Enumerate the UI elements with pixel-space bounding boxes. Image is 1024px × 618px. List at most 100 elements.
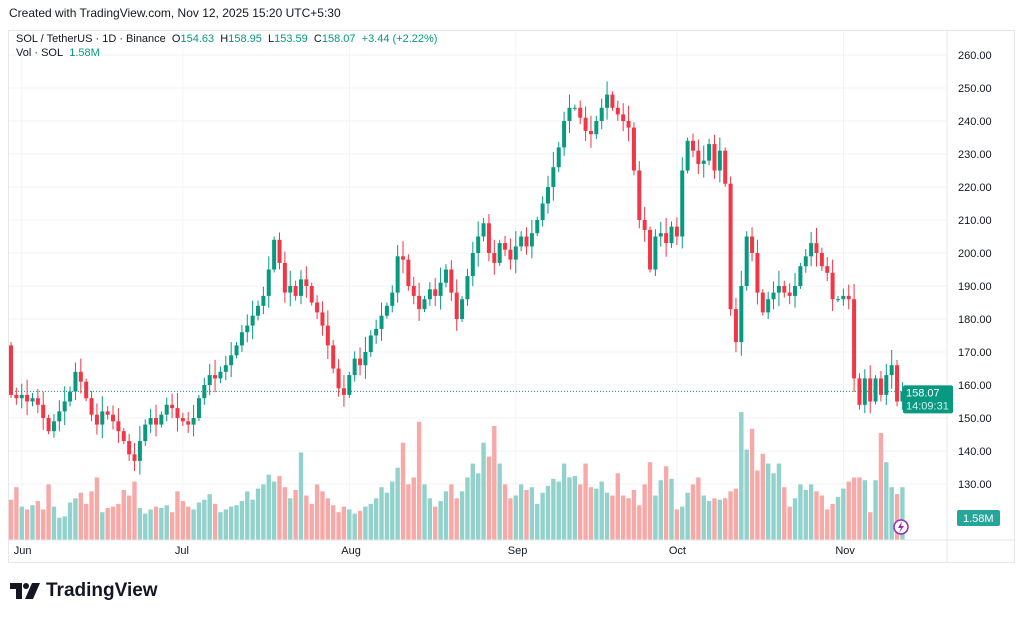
volume-label[interactable]: Vol · SOL [16, 47, 64, 59]
candle-body [390, 292, 395, 306]
volume-bar [293, 489, 298, 540]
candle-body [427, 289, 432, 300]
candle-body [508, 249, 513, 260]
x-tick-label: Aug [341, 545, 361, 557]
volume-bar [143, 513, 148, 540]
candle [701, 145, 706, 178]
lightning-icon[interactable] [893, 519, 909, 535]
candle-body [540, 203, 545, 220]
candle-body [895, 365, 900, 402]
candle [196, 394, 201, 421]
candle [207, 363, 212, 396]
candle-body [341, 388, 346, 395]
candle-body [546, 187, 550, 204]
volume-bar [121, 489, 126, 540]
candle-body [658, 233, 663, 237]
candle [529, 220, 534, 259]
candle-body [610, 94, 615, 108]
candle-body [793, 286, 798, 296]
candle [422, 295, 427, 313]
candle-body [175, 408, 180, 418]
candle [653, 229, 658, 277]
y-tick-label: 240.00 [958, 116, 992, 128]
volume-bar [282, 487, 288, 540]
candle-body [648, 229, 653, 270]
candle [572, 104, 577, 111]
volume-bar [379, 487, 384, 540]
candle-body [733, 309, 738, 343]
price-badge-price: 158.07 [906, 387, 940, 399]
chart-frame [8, 30, 1015, 563]
x-tick-label: Jul [175, 545, 189, 557]
candle-body [363, 352, 368, 366]
volume-bar [481, 442, 486, 540]
candle [288, 270, 293, 307]
volume-bar [470, 463, 476, 540]
volume-bar [508, 498, 513, 540]
volume-bar [191, 509, 196, 540]
candle [583, 106, 588, 141]
volume-bar [647, 462, 653, 540]
high-value: 158.95 [228, 33, 262, 45]
candle [443, 264, 448, 288]
candle [884, 363, 889, 405]
candle [320, 301, 325, 336]
candle [153, 404, 158, 437]
volume-bar [819, 495, 825, 540]
candle [540, 196, 545, 227]
candle-body [304, 279, 309, 286]
candle-body [433, 289, 438, 296]
candle-body [707, 144, 712, 161]
volume-bar [19, 506, 24, 540]
candle [567, 94, 572, 133]
candle-body [465, 276, 470, 300]
volume-bar [169, 512, 175, 540]
volume-bar [24, 509, 30, 540]
candle [712, 134, 717, 179]
candle-body [814, 243, 819, 253]
y-tick-label: 160.00 [958, 380, 992, 392]
volume-bar [250, 499, 255, 540]
candle-body [819, 253, 824, 267]
candle-body [180, 418, 185, 422]
candle-body [417, 295, 422, 310]
candle [433, 278, 438, 306]
candle [793, 272, 798, 308]
candle [648, 226, 653, 273]
symbol-label[interactable]: SOL / TetherUS · 1D · Binance [16, 33, 166, 45]
volume-bar [808, 484, 814, 540]
volume-bar [556, 481, 561, 540]
candle-body [68, 391, 73, 402]
candle [519, 231, 524, 252]
candle [19, 383, 24, 409]
volume-bar [723, 498, 728, 540]
x-tick-label: Sep [508, 545, 528, 557]
close-value: 158.07 [321, 33, 356, 45]
candle-body [787, 292, 792, 296]
candle [277, 232, 282, 270]
candle-body [454, 292, 459, 319]
candle [363, 336, 368, 379]
volume-bar [567, 477, 572, 540]
volume-bar [454, 498, 459, 540]
candle-body [830, 272, 835, 300]
candle-body [347, 375, 352, 395]
candle-body [599, 107, 604, 121]
price-badge-countdown: 14:09:31 [906, 400, 949, 412]
volume-bar [411, 477, 416, 540]
volume-bar [314, 484, 320, 540]
candle-body [809, 243, 814, 257]
chart-legend: SOL / TetherUS · 1D · Binance O154.63 H1… [16, 32, 437, 60]
candle [266, 256, 271, 308]
candle-body [111, 414, 116, 422]
candles [9, 81, 905, 475]
y-tick-label: 260.00 [958, 50, 992, 62]
candle [674, 217, 679, 245]
candle [175, 392, 180, 432]
candle-body [476, 236, 481, 253]
tradingview-logo[interactable]: TradingView [10, 580, 158, 602]
volume-bar [352, 513, 357, 540]
volume-bar [717, 499, 723, 540]
volume-bar [701, 495, 706, 540]
